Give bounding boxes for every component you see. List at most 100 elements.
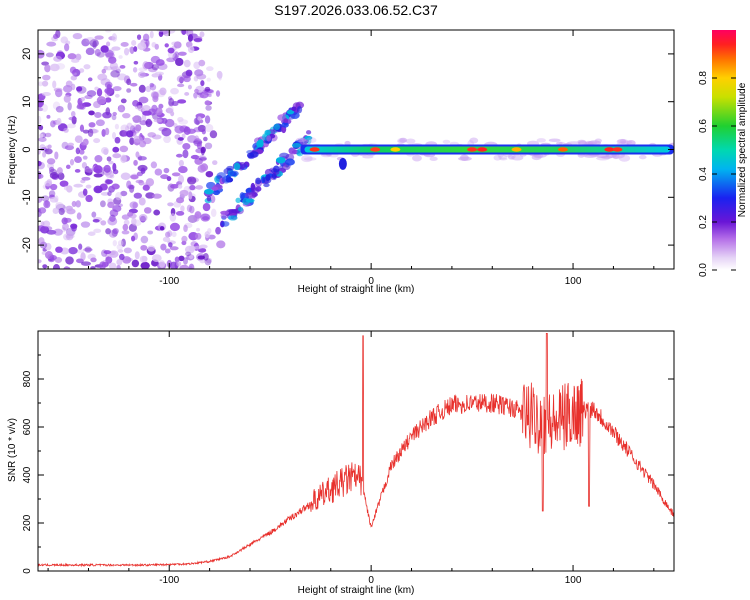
noise-blob: [64, 43, 70, 52]
noise-blob: [104, 49, 114, 58]
band-blob: [281, 122, 289, 128]
noise-blob: [82, 129, 90, 134]
snr-ytick-label: 800: [22, 370, 33, 387]
noise-blob: [44, 132, 52, 138]
noise-blob: [123, 247, 132, 254]
carrier-halo: [493, 154, 502, 161]
noise-blob: [163, 30, 171, 37]
noise-blob: [178, 159, 184, 167]
carrier-hotspot: [370, 147, 381, 152]
noise-blob: [133, 46, 138, 52]
noise-blob: [196, 141, 202, 150]
snr-marks: [38, 333, 674, 568]
noise-blob: [130, 174, 139, 180]
noise-blob: [216, 240, 226, 249]
noise-blob: [68, 116, 77, 121]
noise-blob: [195, 232, 202, 240]
noise-blob: [108, 56, 117, 64]
noise-blob: [188, 254, 194, 260]
noise-blob: [177, 99, 187, 104]
band-blob: [273, 165, 280, 173]
noise-blob: [87, 77, 93, 82]
noise-blob: [82, 155, 88, 160]
noise-blob: [189, 205, 195, 214]
noise-blob: [179, 189, 189, 197]
noise-blob: [129, 184, 135, 193]
noise-blob: [87, 231, 96, 236]
noise-blob: [204, 142, 213, 150]
noise-blob: [46, 158, 56, 165]
noise-blob: [63, 185, 69, 191]
noise-blob: [75, 53, 82, 61]
noise-blob: [171, 101, 179, 107]
noise-blob: [177, 137, 184, 141]
noise-blob: [74, 156, 82, 163]
snr-panel: -100 0 100 0 200 400 600 800 Height of straight…: [7, 330, 675, 596]
noise-blob: [44, 242, 52, 251]
noise-blob: [159, 226, 165, 231]
noise-blob: [85, 184, 92, 189]
band-blob: [304, 135, 313, 141]
noise-blob: [203, 136, 208, 142]
noise-blob: [112, 239, 118, 247]
carrier-halo: [584, 141, 598, 145]
noise-blob: [128, 46, 134, 53]
noise-blob: [120, 98, 127, 104]
noise-blob: [114, 93, 120, 98]
band-blob: [291, 106, 297, 112]
noise-blob: [38, 160, 42, 167]
noise-blob: [195, 185, 204, 190]
noise-blob: [149, 83, 157, 91]
noise-blob: [107, 201, 115, 209]
band-blob: [211, 186, 219, 191]
noise-blob: [66, 233, 74, 241]
noise-blob: [38, 161, 45, 170]
noise-blob: [38, 125, 44, 131]
noise-blob: [69, 66, 77, 74]
noise-blob: [95, 119, 105, 127]
colorbar: 0.0 0.2 0.4 0.6 0.8 Normalized spectral ampl…: [698, 30, 748, 277]
noise-blob: [162, 236, 171, 243]
band-blob: [228, 215, 238, 221]
noise-blob: [126, 180, 132, 189]
band-blob: [204, 188, 214, 195]
noise-blob: [50, 120, 56, 128]
noise-blob: [92, 40, 97, 49]
noise-blob: [169, 222, 180, 232]
carrier-halo: [459, 154, 469, 161]
noise-blob: [142, 184, 150, 191]
noise-blob: [60, 36, 69, 44]
noise-blob: [85, 47, 95, 56]
noise-blob: [78, 243, 83, 250]
noise-blob: [38, 237, 45, 246]
noise-blob: [163, 167, 170, 174]
noise-blob: [137, 156, 147, 161]
noise-blob: [138, 71, 146, 78]
noise-blob: [193, 213, 200, 222]
noise-blob: [193, 75, 199, 82]
noise-blob: [183, 59, 191, 68]
noise-blob: [85, 36, 96, 43]
noise-blob: [56, 167, 63, 175]
noise-blob: [84, 167, 94, 173]
noise-blob: [61, 227, 66, 233]
noise-blob: [188, 245, 196, 252]
noise-blob: [118, 55, 123, 59]
noise-blob: [100, 220, 107, 226]
noise-blob: [145, 178, 155, 187]
noise-blob: [151, 254, 162, 263]
noise-blob: [158, 260, 166, 268]
noise-blob: [133, 232, 138, 241]
noise-blob: [104, 30, 112, 33]
noise-blob: [183, 75, 191, 83]
noise-blob: [189, 184, 196, 191]
noise-blob: [70, 223, 78, 229]
noise-blob: [175, 57, 184, 67]
noise-blob: [131, 217, 137, 226]
band-blob: [242, 197, 250, 206]
noise-blob: [182, 257, 188, 265]
noise-blob: [132, 219, 142, 227]
noise-blob: [115, 68, 121, 74]
noise-blob: [178, 119, 189, 125]
noise-blob: [185, 251, 192, 257]
